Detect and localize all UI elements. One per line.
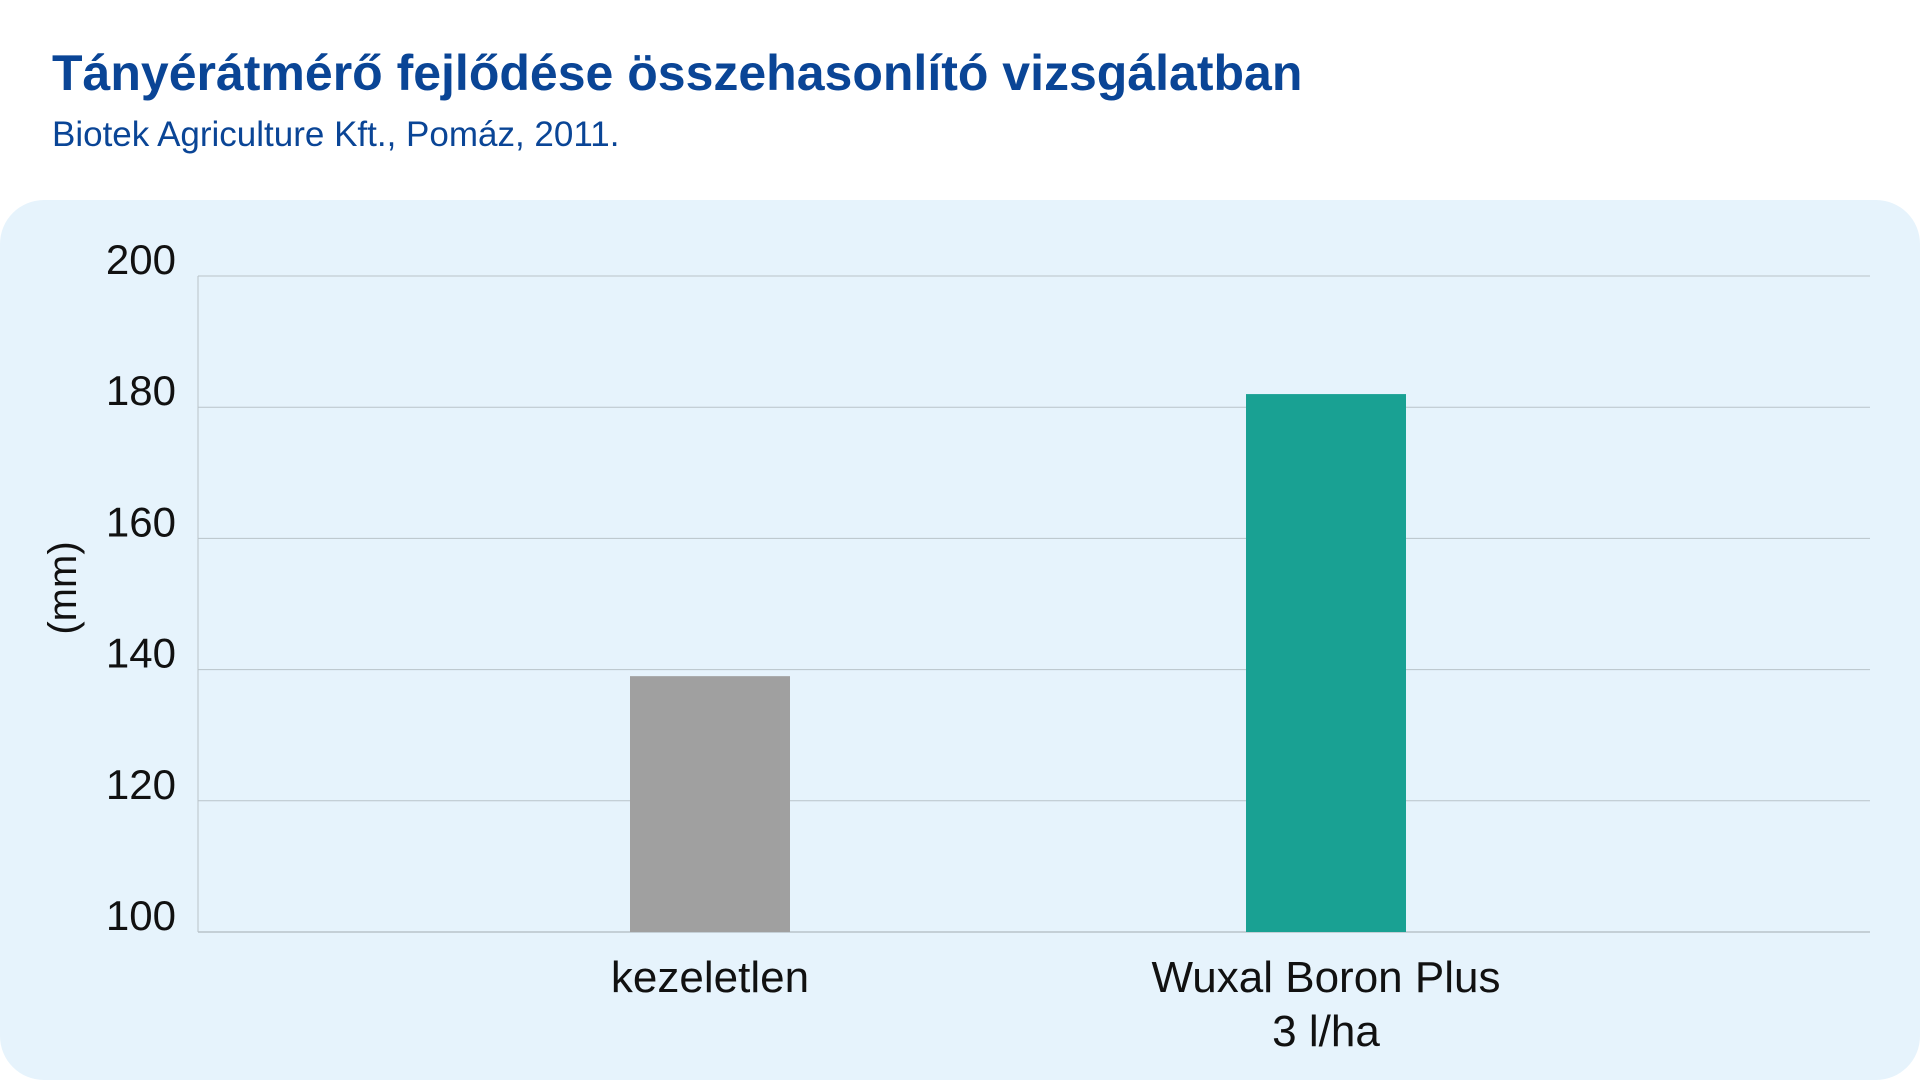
x-category-label: kezeletlen — [611, 953, 809, 1002]
y-tick-label: 180 — [106, 367, 176, 414]
x-category-label: 3 l/ha — [1272, 1007, 1380, 1056]
x-category-label: Wuxal Boron Plus — [1152, 953, 1501, 1002]
y-tick-label: 160 — [106, 498, 176, 545]
bar-chart: 100 120 140 160 180 200 kezeletlen Wuxal Boron… — [41, 236, 1870, 1056]
chart-panel: 100 120 140 160 180 200 kezeletlen Wuxal Boron… — [0, 200, 1920, 1080]
y-tick-label: 140 — [106, 630, 176, 677]
bar — [1246, 394, 1406, 932]
x-axis-categories: kezeletlen Wuxal Boron Plus 3 l/ha — [611, 953, 1501, 1056]
bars — [630, 394, 1406, 932]
y-axis-label: (mm) — [41, 541, 85, 634]
chart-subtitle: Biotek Agriculture Kft., Pomáz, 2011. — [52, 115, 620, 154]
gridlines — [197, 275, 1870, 933]
y-tick-label: 100 — [106, 892, 176, 939]
y-tick-label: 120 — [106, 761, 176, 808]
bar — [630, 676, 790, 932]
chart-title: Tányérátmérő fejlődése összehasonlító vi… — [52, 45, 1303, 101]
y-axis-ticks: 100 120 140 160 180 200 — [106, 236, 176, 939]
y-tick-label: 200 — [106, 236, 176, 283]
